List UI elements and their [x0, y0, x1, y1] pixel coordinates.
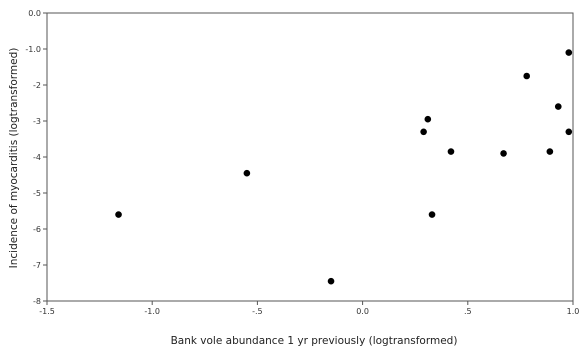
- data-point: [546, 148, 554, 155]
- y-tick-label: -5: [33, 189, 41, 198]
- y-axis-label: Incidence of myocarditis (logtransformed…: [8, 48, 20, 269]
- y-tick-label: -4: [33, 153, 41, 162]
- data-point: [428, 211, 436, 218]
- x-tick-label: -1.5: [39, 307, 55, 316]
- data-point: [523, 72, 531, 80]
- data-point: [565, 128, 573, 136]
- data-point: [420, 128, 427, 136]
- y-tick-label: -6: [33, 225, 41, 234]
- data-point: [115, 211, 122, 218]
- y-tick-label: -3: [33, 117, 41, 126]
- x-tick-label: -1.0: [144, 307, 160, 316]
- x-tick-label: 1.0: [567, 307, 580, 316]
- data-point: [554, 103, 562, 110]
- y-tick-label: -8: [33, 297, 41, 306]
- y-tick-label: -1.0: [25, 45, 41, 54]
- data-point: [327, 277, 335, 285]
- x-tick-label: -.5: [252, 307, 263, 316]
- data-point: [500, 150, 507, 157]
- data-point: [243, 169, 251, 177]
- x-axis-ticks: -1.5 -1.0 -.5 0.0 .5 1.0: [39, 301, 579, 316]
- y-axis-ticks: 0.0 -1.0 -2 -3 -4 -5 -6 -7 -8: [25, 9, 47, 306]
- y-tick-label: -7: [33, 261, 41, 270]
- data-point: [447, 148, 455, 155]
- y-tick-label: 0.0: [28, 9, 41, 18]
- x-tick-label: 0.0: [356, 307, 369, 316]
- data-point: [565, 49, 573, 56]
- data-points: [115, 49, 573, 285]
- x-axis-label: Bank vole abundance 1 yr previously (log…: [171, 335, 458, 347]
- data-point: [424, 115, 432, 123]
- y-tick-label: -2: [33, 81, 41, 90]
- x-tick-label: .5: [464, 307, 472, 316]
